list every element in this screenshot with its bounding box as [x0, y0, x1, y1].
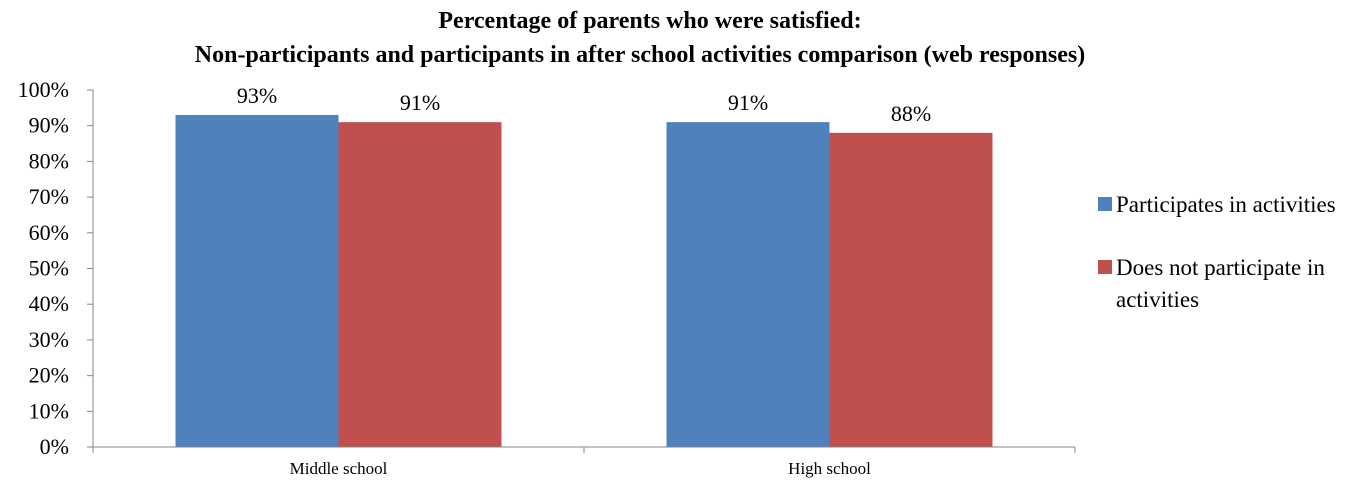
y-axis-ticks: 0% 10% 20% 30% 40% 50% 60% 70% 80% 90% 100%: [18, 77, 93, 459]
chart-title-line-1: Percentage of parents who were satisfied…: [438, 8, 861, 34]
legend-item: Does not participate in activities: [1098, 255, 1325, 312]
bars-group: [175, 114, 993, 448]
chart-title-line-2: Non-participants and participants in aft…: [195, 42, 1085, 68]
y-tick-label: 40%: [29, 291, 69, 316]
plot-area: 93% 91% 91% 88%: [92, 83, 1075, 448]
y-tick-label: 30%: [29, 327, 69, 352]
bar: [338, 122, 502, 447]
x-axis-ticks: Middle school High school: [92, 447, 1076, 478]
y-tick-label: 50%: [29, 256, 69, 281]
y-tick-label: 80%: [29, 148, 69, 173]
data-label: 88%: [891, 101, 931, 126]
legend-swatch: [1098, 197, 1112, 211]
bar: [666, 122, 830, 447]
bar: [829, 132, 993, 447]
legend-swatch: [1098, 260, 1112, 274]
legend-label: Participates in activities: [1116, 192, 1336, 217]
legend: Participates in activities Does not parti…: [1098, 192, 1336, 312]
data-label: 93%: [237, 83, 277, 108]
legend-label: Does not participate in: [1116, 255, 1325, 280]
y-tick-label: 10%: [29, 398, 69, 423]
y-tick-label: 90%: [29, 113, 69, 138]
x-tick-label: Middle school: [290, 459, 388, 478]
bar: [175, 114, 339, 448]
y-tick-label: 20%: [29, 363, 69, 388]
y-tick-label: 70%: [29, 184, 69, 209]
y-tick-label: 60%: [29, 220, 69, 245]
data-label: 91%: [728, 90, 768, 115]
legend-item: Participates in activities: [1098, 192, 1336, 217]
data-labels-group: 93% 91% 91% 88%: [237, 83, 931, 126]
data-label: 91%: [400, 90, 440, 115]
chart-title: Percentage of parents who were satisfied…: [195, 8, 1085, 68]
legend-label: activities: [1116, 287, 1199, 312]
y-tick-label: 100%: [18, 77, 69, 102]
x-tick-label: High school: [788, 459, 871, 478]
y-tick-label: 0%: [40, 434, 69, 459]
